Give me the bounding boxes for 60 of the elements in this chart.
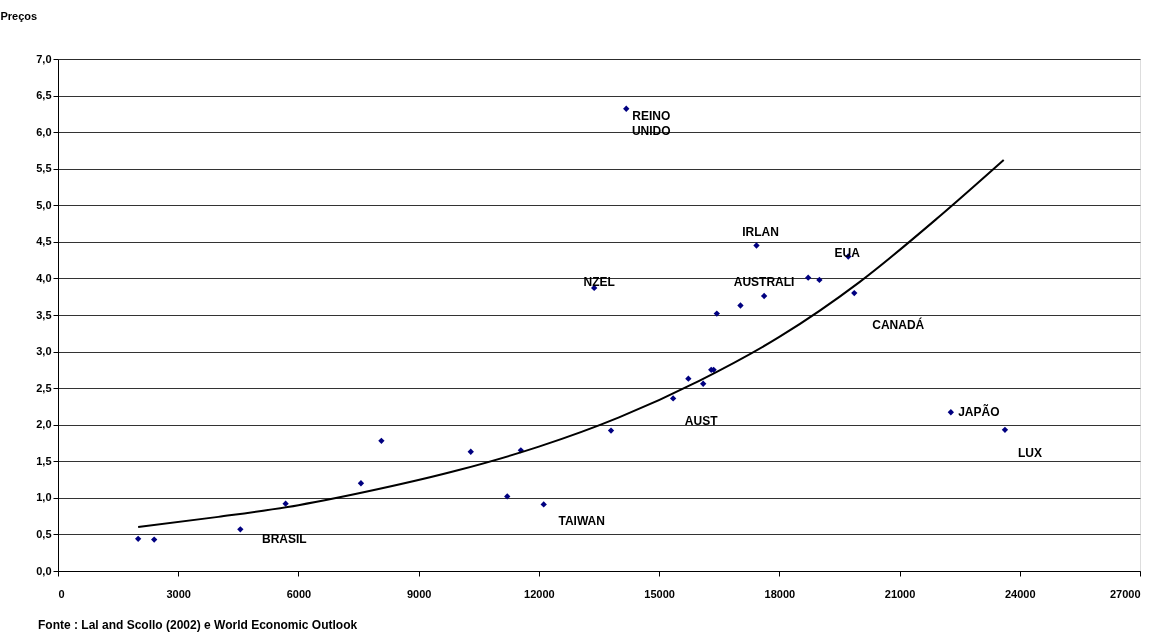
source-note: Fonte : Lal and Scollo (2002) e World Economic Outlook — [38, 618, 358, 632]
annotation: LUX — [1017, 445, 1042, 460]
x-tick-label: 0 — [58, 587, 65, 600]
point — [669, 395, 677, 402]
annotation: TAIWAN — [558, 514, 605, 529]
y-tick-label: 4,0 — [36, 271, 52, 284]
point — [134, 535, 142, 542]
point — [713, 310, 720, 317]
y-axis-title: Preços — [0, 9, 38, 22]
y-tick-label: 6,5 — [36, 89, 52, 102]
y-tick-label: 4,5 — [36, 235, 52, 248]
point — [947, 409, 955, 416]
annotation: JAPÃO — [958, 404, 1000, 420]
y-tick-label: 6,0 — [36, 125, 52, 138]
x-tick-label: 18000 — [764, 587, 796, 600]
y-tick-label: 1,0 — [36, 491, 52, 504]
point — [753, 242, 760, 249]
point — [623, 105, 630, 112]
point — [737, 302, 744, 309]
point — [816, 276, 823, 284]
point — [504, 493, 511, 500]
point — [540, 501, 547, 508]
point — [851, 289, 858, 297]
y-tick-label: 2,5 — [36, 381, 52, 394]
annotation: CANADÁ — [872, 317, 925, 333]
x-tick-label: 15000 — [644, 587, 675, 600]
x-tick-label: 3000 — [166, 587, 191, 600]
point — [237, 526, 244, 533]
annotation: AUSTRALI — [733, 274, 795, 289]
x-tick-label: 6000 — [286, 587, 312, 600]
point — [607, 427, 615, 434]
y-tick-label: 7,0 — [36, 52, 52, 65]
y-tick-label: 0,5 — [36, 527, 52, 540]
x-tick-label: 12000 — [524, 587, 555, 600]
point — [282, 500, 289, 507]
annotation: IRLAN — [742, 224, 779, 239]
point — [357, 480, 365, 487]
x-tick-label: 24000 — [1004, 587, 1036, 600]
annotation: EUA — [834, 246, 861, 261]
point — [760, 292, 768, 300]
point — [700, 380, 707, 387]
point — [151, 536, 158, 543]
annotation: BRASIL — [262, 532, 307, 547]
x-tick-label: 27000 — [1109, 587, 1141, 600]
point — [378, 437, 385, 444]
y-tick-label: 2,0 — [36, 418, 52, 431]
y-tick-label: 3,5 — [36, 308, 52, 321]
annotation: AUST — [684, 414, 719, 429]
x-tick-label: 21000 — [884, 587, 916, 600]
y-tick-label: 3,0 — [36, 345, 52, 358]
y-tick-label: 5,0 — [36, 198, 52, 211]
point — [685, 375, 692, 382]
x-tick-label: 9000 — [406, 587, 432, 600]
point — [1001, 426, 1009, 433]
y-tick-label: 1,5 — [36, 454, 52, 467]
point — [467, 448, 474, 455]
point — [805, 274, 812, 281]
y-tick-label: 0,0 — [36, 564, 52, 577]
y-tick-label: 5,5 — [36, 162, 52, 175]
annotation: NZEL — [583, 274, 615, 289]
